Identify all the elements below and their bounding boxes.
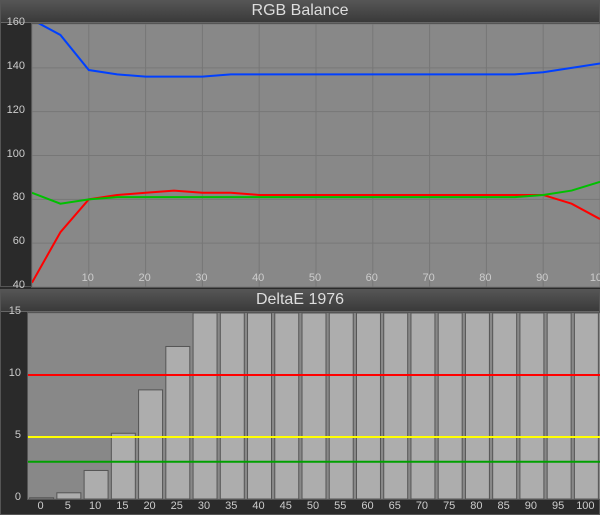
deltae-svg	[28, 313, 600, 499]
deltae-bar	[547, 313, 571, 499]
axis-tick-label: 65	[380, 500, 410, 512]
axis-tick-label: 85	[489, 500, 519, 512]
deltae-bar	[166, 346, 190, 499]
axis-tick-label: 80	[13, 191, 25, 203]
axis-tick-label: 10	[9, 367, 21, 379]
axis-tick-label: 80	[470, 272, 500, 284]
axis-tick-label: 0	[26, 500, 56, 512]
rgb-balance-plot	[31, 23, 600, 288]
axis-tick-label: 20	[130, 272, 160, 284]
axis-tick-label: 90	[516, 500, 546, 512]
rgb-balance-panel: RGB Balance 4060801001201401601020304050…	[0, 0, 600, 287]
axis-tick-label: 70	[414, 272, 444, 284]
deltae-bar	[465, 313, 489, 499]
deltae-bar	[574, 313, 598, 499]
deltae-bar	[411, 313, 435, 499]
axis-tick-label: 25	[162, 500, 192, 512]
axis-tick-label: 50	[298, 500, 328, 512]
axis-tick-label: 120	[7, 104, 25, 116]
deltae-bar	[302, 313, 326, 499]
axis-tick-label: 20	[135, 500, 165, 512]
axis-tick-label: 100	[584, 272, 600, 284]
deltae-bar	[438, 313, 462, 499]
axis-tick-label: 30	[186, 272, 216, 284]
axis-tick-label: 15	[107, 500, 137, 512]
axis-tick-label: 0	[15, 491, 21, 503]
axis-tick-label: 100	[570, 500, 600, 512]
deltae-bar	[30, 498, 54, 499]
deltae-bar	[275, 313, 299, 499]
axis-tick-label: 30	[189, 500, 219, 512]
axis-tick-label: 5	[15, 429, 21, 441]
deltae-title: DeltaE 1976	[1, 290, 599, 312]
axis-tick-label: 160	[7, 16, 25, 28]
deltae-bar	[329, 313, 353, 499]
axis-tick-label: 10	[80, 500, 110, 512]
axis-tick-label: 95	[543, 500, 573, 512]
axis-tick-label: 60	[352, 500, 382, 512]
axis-tick-label: 55	[325, 500, 355, 512]
deltae-bar	[248, 313, 272, 499]
deltae-bar	[193, 313, 217, 499]
axis-tick-label: 70	[407, 500, 437, 512]
deltae-bar	[384, 313, 408, 499]
axis-tick-label: 90	[527, 272, 557, 284]
deltae-bar	[220, 313, 244, 499]
deltae-bar	[84, 470, 108, 499]
axis-tick-label: 50	[300, 272, 330, 284]
axis-tick-label: 10	[73, 272, 103, 284]
axis-tick-label: 5	[53, 500, 83, 512]
axis-tick-label: 80	[461, 500, 491, 512]
axis-tick-label: 60	[357, 272, 387, 284]
axis-tick-label: 40	[243, 272, 273, 284]
deltae-plot	[27, 312, 600, 500]
deltae-bar	[57, 493, 81, 499]
axis-tick-label: 140	[7, 60, 25, 72]
deltae-bar	[139, 390, 163, 499]
rgb-balance-title: RGB Balance	[1, 1, 599, 23]
deltae-bar	[356, 313, 380, 499]
deltae-panel: DeltaE 1976 0510150510152025303540455055…	[0, 289, 600, 515]
deltae-bar	[520, 313, 544, 499]
rgb-balance-svg	[32, 24, 600, 287]
axis-tick-label: 35	[216, 500, 246, 512]
axis-tick-label: 100	[7, 148, 25, 160]
axis-tick-label: 60	[13, 235, 25, 247]
axis-tick-label: 40	[244, 500, 274, 512]
deltae-bar	[493, 313, 517, 499]
axis-tick-label: 15	[9, 305, 21, 317]
deltae-bar	[111, 433, 135, 499]
axis-tick-label: 75	[434, 500, 464, 512]
axis-tick-label: 45	[271, 500, 301, 512]
